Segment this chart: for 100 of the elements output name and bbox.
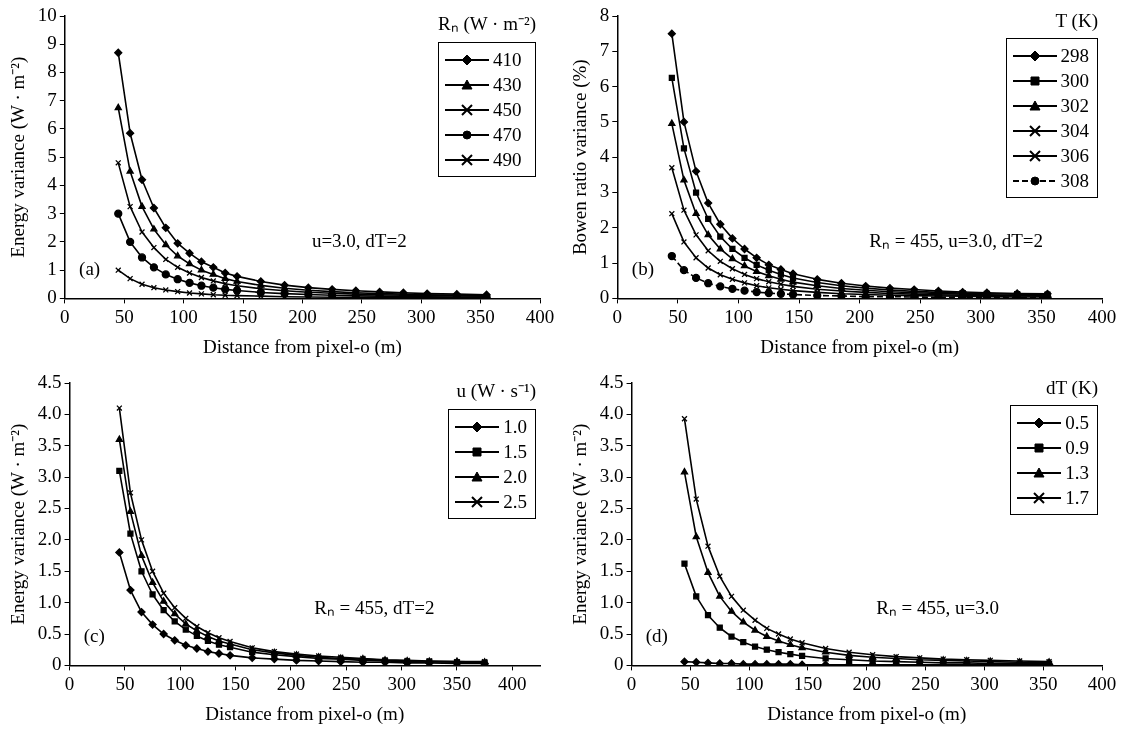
x-tick-label: 50 [115,672,135,694]
legend-label: 450 [493,98,522,121]
y-tick-label: 4 [599,145,610,167]
legend-label: 2.5 [503,490,527,513]
legend-label: 2.0 [503,465,527,488]
legend-label: 304 [1060,119,1089,142]
y-axis-title: Energy variance (W · m⁻²) [7,423,30,625]
x-tick-label: 250 [347,305,377,327]
x-tick-label: 50 [680,672,700,694]
x-tick-label: 300 [406,305,436,327]
legend-label: 308 [1060,169,1089,192]
x-tick-label: 200 [852,672,882,694]
y-tick-label: 5 [599,109,610,131]
legend-label: 1.0 [503,415,527,438]
x-tick-label: 350 [466,305,495,327]
y-tick-label: 4.5 [37,370,62,392]
annotation: Rₙ = 455, u=3.0 [876,596,1000,618]
annotation: (b) [631,258,654,281]
y-tick-label: 10 [37,3,57,25]
annotation: (d) [645,625,668,648]
x-axis-title: Distance from pixel-o (m) [202,335,402,358]
x-tick-label: 300 [966,305,996,327]
legend-label: 306 [1060,144,1089,167]
y-tick-label: 0 [599,286,610,308]
y-tick-label: 3 [599,180,610,202]
x-tick-label: 300 [387,672,416,694]
x-tick-label: 150 [228,305,258,327]
legend-label: 300 [1060,69,1089,92]
y-tick-label: 0.5 [599,622,624,644]
x-tick-label: 200 [845,305,874,327]
y-tick-label: 6 [599,74,610,96]
y-tick-label: 0.5 [37,622,62,644]
y-axis-title: Bowen ratio variance (%) [569,59,592,256]
legend-label: 0.9 [1065,436,1089,459]
x-tick-label: 250 [332,672,361,694]
legend-label: 470 [493,123,522,146]
y-tick-label: 0 [614,653,624,675]
legend-title: T (K) [1054,10,1098,32]
x-tick-label: 100 [165,672,195,694]
y-tick-label: 7 [47,88,57,110]
annotation: u=3.0, dT=2 [311,229,407,251]
x-axis-title: Distance from pixel-o (m) [760,335,960,358]
y-tick-label: 8 [47,60,57,82]
y-tick-label: 0 [52,653,62,675]
y-tick-label: 4 [47,173,58,195]
y-tick-label: 5 [47,145,57,167]
legend-label: 490 [493,148,522,171]
legend-title: dT (K) [1045,377,1098,399]
legend-label: 0.5 [1065,411,1089,434]
x-tick-label: 400 [525,305,555,327]
x-tick-label: 250 [905,305,935,327]
x-tick-label: 100 [169,305,198,327]
x-tick-label: 350 [1028,672,1058,694]
y-tick-label: 3.5 [37,433,62,455]
y-tick-label: 1.0 [37,590,62,612]
y-tick-label: 1.5 [599,559,624,581]
y-axis-title: Energy variance (W · m⁻²) [569,423,592,625]
x-tick-label: 200 [288,305,317,327]
legend-label: 1.7 [1065,486,1089,509]
x-tick-label: 100 [724,305,753,327]
y-tick-label: 2.0 [37,527,62,549]
legend-title: Rₙ (W · m⁻²) [438,12,536,36]
legend-label: 302 [1060,94,1089,117]
x-tick-label: 400 [1087,672,1117,694]
legend-label: 1.5 [503,440,527,463]
x-tick-label: 150 [221,672,250,694]
annotation: (a) [79,258,101,281]
y-tick-label: 0 [47,286,57,308]
y-tick-label: 8 [599,3,610,25]
legend-label: 298 [1060,44,1089,67]
y-tick-label: 1.5 [37,559,62,581]
y-tick-label: 3.0 [599,465,624,487]
y-tick-label: 7 [599,39,610,61]
y-tick-label: 1.0 [599,590,624,612]
y-tick-label: 2.5 [599,496,624,518]
y-tick-label: 4.0 [37,402,62,424]
legend-title: u (W · s⁻¹) [455,379,536,403]
x-tick-label: 400 [1087,305,1117,327]
y-axis-title: Energy variance (W · m⁻²) [7,56,30,258]
annotation: Rₙ = 455, u=3.0, dT=2 [869,229,1044,251]
y-tick-label: 9 [47,32,57,54]
x-tick-label: 200 [276,672,306,694]
y-tick-label: 1 [599,251,610,273]
y-tick-label: 3.0 [37,465,62,487]
x-tick-label: 100 [734,672,764,694]
x-tick-label: 250 [911,672,940,694]
y-tick-label: 4.0 [599,402,624,424]
y-tick-label: 1 [47,258,57,280]
y-tick-label: 2.5 [37,496,62,518]
legend-label: 1.3 [1065,461,1089,484]
y-tick-label: 2.0 [599,527,624,549]
x-axis-title: Distance from pixel-o (m) [205,702,405,725]
y-tick-label: 6 [47,116,57,138]
x-tick-label: 400 [498,672,527,694]
y-tick-label: 2 [599,215,610,237]
legend-label: 410 [493,48,522,71]
x-axis-title: Distance from pixel-o (m) [767,702,967,725]
y-tick-label: 3 [47,201,57,223]
y-tick-label: 2 [47,229,57,251]
x-tick-label: 300 [970,672,999,694]
